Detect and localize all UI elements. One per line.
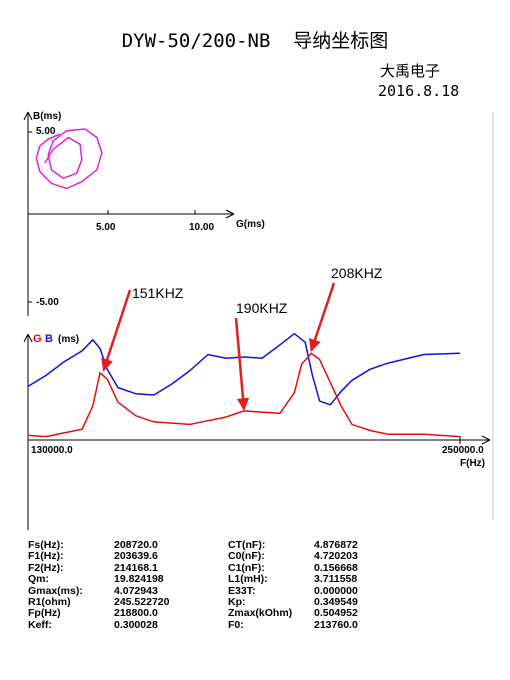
param-value: 19.824198 [114,573,164,586]
param-label: C0(nF): [228,550,265,563]
series-g-line [27,352,461,438]
param-label: C1(nF): [228,561,265,574]
param-label: Zmax(kOhm) [228,607,293,620]
param-value: 4.876872 [314,539,358,551]
param-value: 0.504952 [314,607,358,620]
param-value: 213760.0 [314,618,358,631]
param-label: Kp: [228,596,246,609]
annotation-190k-arrow [234,317,250,411]
sweep-y-label-b: B [45,333,53,345]
param-row: Qm: 19.824198 L1(mH): 3.711558 [28,573,414,586]
sweep-x-axis-arrow [481,435,491,445]
sweep-x-start-label: 130000.0 [31,445,73,456]
circle-ytick-label: -5.00 [36,297,59,308]
param-row: Keff: 0.300028 F0: 213760.0 [28,618,414,631]
param-value: 4.720203 [314,550,358,563]
circle-y-label: B(ms) [33,111,61,122]
param-value: 4.072943 [114,584,158,597]
sweep-y-unit: (ms) [58,334,79,345]
param-label: F2(Hz): [28,561,64,574]
param-value: 0.000000 [314,584,358,597]
param-row: F2(Hz): 214168.1 C1(nF): 0.156668 [28,561,414,574]
param-row: Gmax(ms): 4.072943 E33T: 0.000000 [28,584,414,597]
sweep-y-label-g: G [33,333,42,345]
param-label: Fs(Hz): [28,539,64,551]
param-label: Keff: [28,618,52,631]
param-value: 214168.1 [114,561,158,574]
param-label: F1(Hz): [28,550,64,563]
circle-xtick-label: 5.00 [96,222,116,233]
parameter-table: Fs(Hz): 208720.0 CT(nF): 4.876872 F1(Hz): 203… [28,539,414,631]
param-value: 0.349549 [314,596,358,609]
annotation-208k-label: 208KHZ [331,265,383,281]
param-label: F0: [228,618,244,631]
sweep-x-label: F(Hz) [460,458,485,469]
param-row: R1(ohm) 245.522720 Kp: 0.349549 [28,596,414,609]
param-row: F1(Hz): 203639.6 C0(nF): 4.720203 [28,550,414,563]
param-value: 3.711558 [314,573,358,586]
sweep-x-end-label: 250000.0 [442,445,484,456]
param-label: Qm: [28,573,49,586]
company-name: 大禹电子 [380,62,441,80]
param-label: R1(ohm) [28,596,71,609]
annotation-190k-label: 190KHZ [236,300,288,316]
param-value: 203639.6 [114,550,158,563]
annotation-151k-arrow [101,289,132,372]
param-value: 245.522720 [114,596,170,609]
param-value: 0.156668 [314,561,358,574]
circle-xtick-label: 10.00 [189,222,214,233]
annotation-208k-arrow [308,282,336,352]
circle-x-axis-arrow [225,209,235,219]
param-value: 218800.0 [114,607,158,620]
report-date: 2016.8.18 [378,82,460,100]
circle-y-axis-arrow [23,111,33,121]
param-label: Gmax(ms): [28,584,83,597]
param-label: CT(nF): [228,539,266,551]
circle-x-label: G(ms) [236,219,265,230]
param-row: Fs(Hz): 208720.0 CT(nF): 4.876872 [28,539,414,551]
circle-ytick-label: 5.00 [36,126,56,137]
param-value: 208720.0 [114,539,158,551]
admittance-circle-line [35,128,103,190]
param-value: 0.300028 [114,618,158,631]
series-b-line [27,332,461,406]
sweep-y-axis-arrow [23,333,33,343]
param-row: Fp(Hz) 218800.0 Zmax(kOhm) 0.504952 [28,607,414,620]
annotation-151k-label: 151KHZ [132,285,184,301]
param-label: Fp(Hz) [28,607,61,620]
param-label: E33T: [228,584,256,597]
param-label: L1(mH): [228,573,268,586]
page-title: DYW-50/200-NB 导纳坐标图 [121,30,389,52]
